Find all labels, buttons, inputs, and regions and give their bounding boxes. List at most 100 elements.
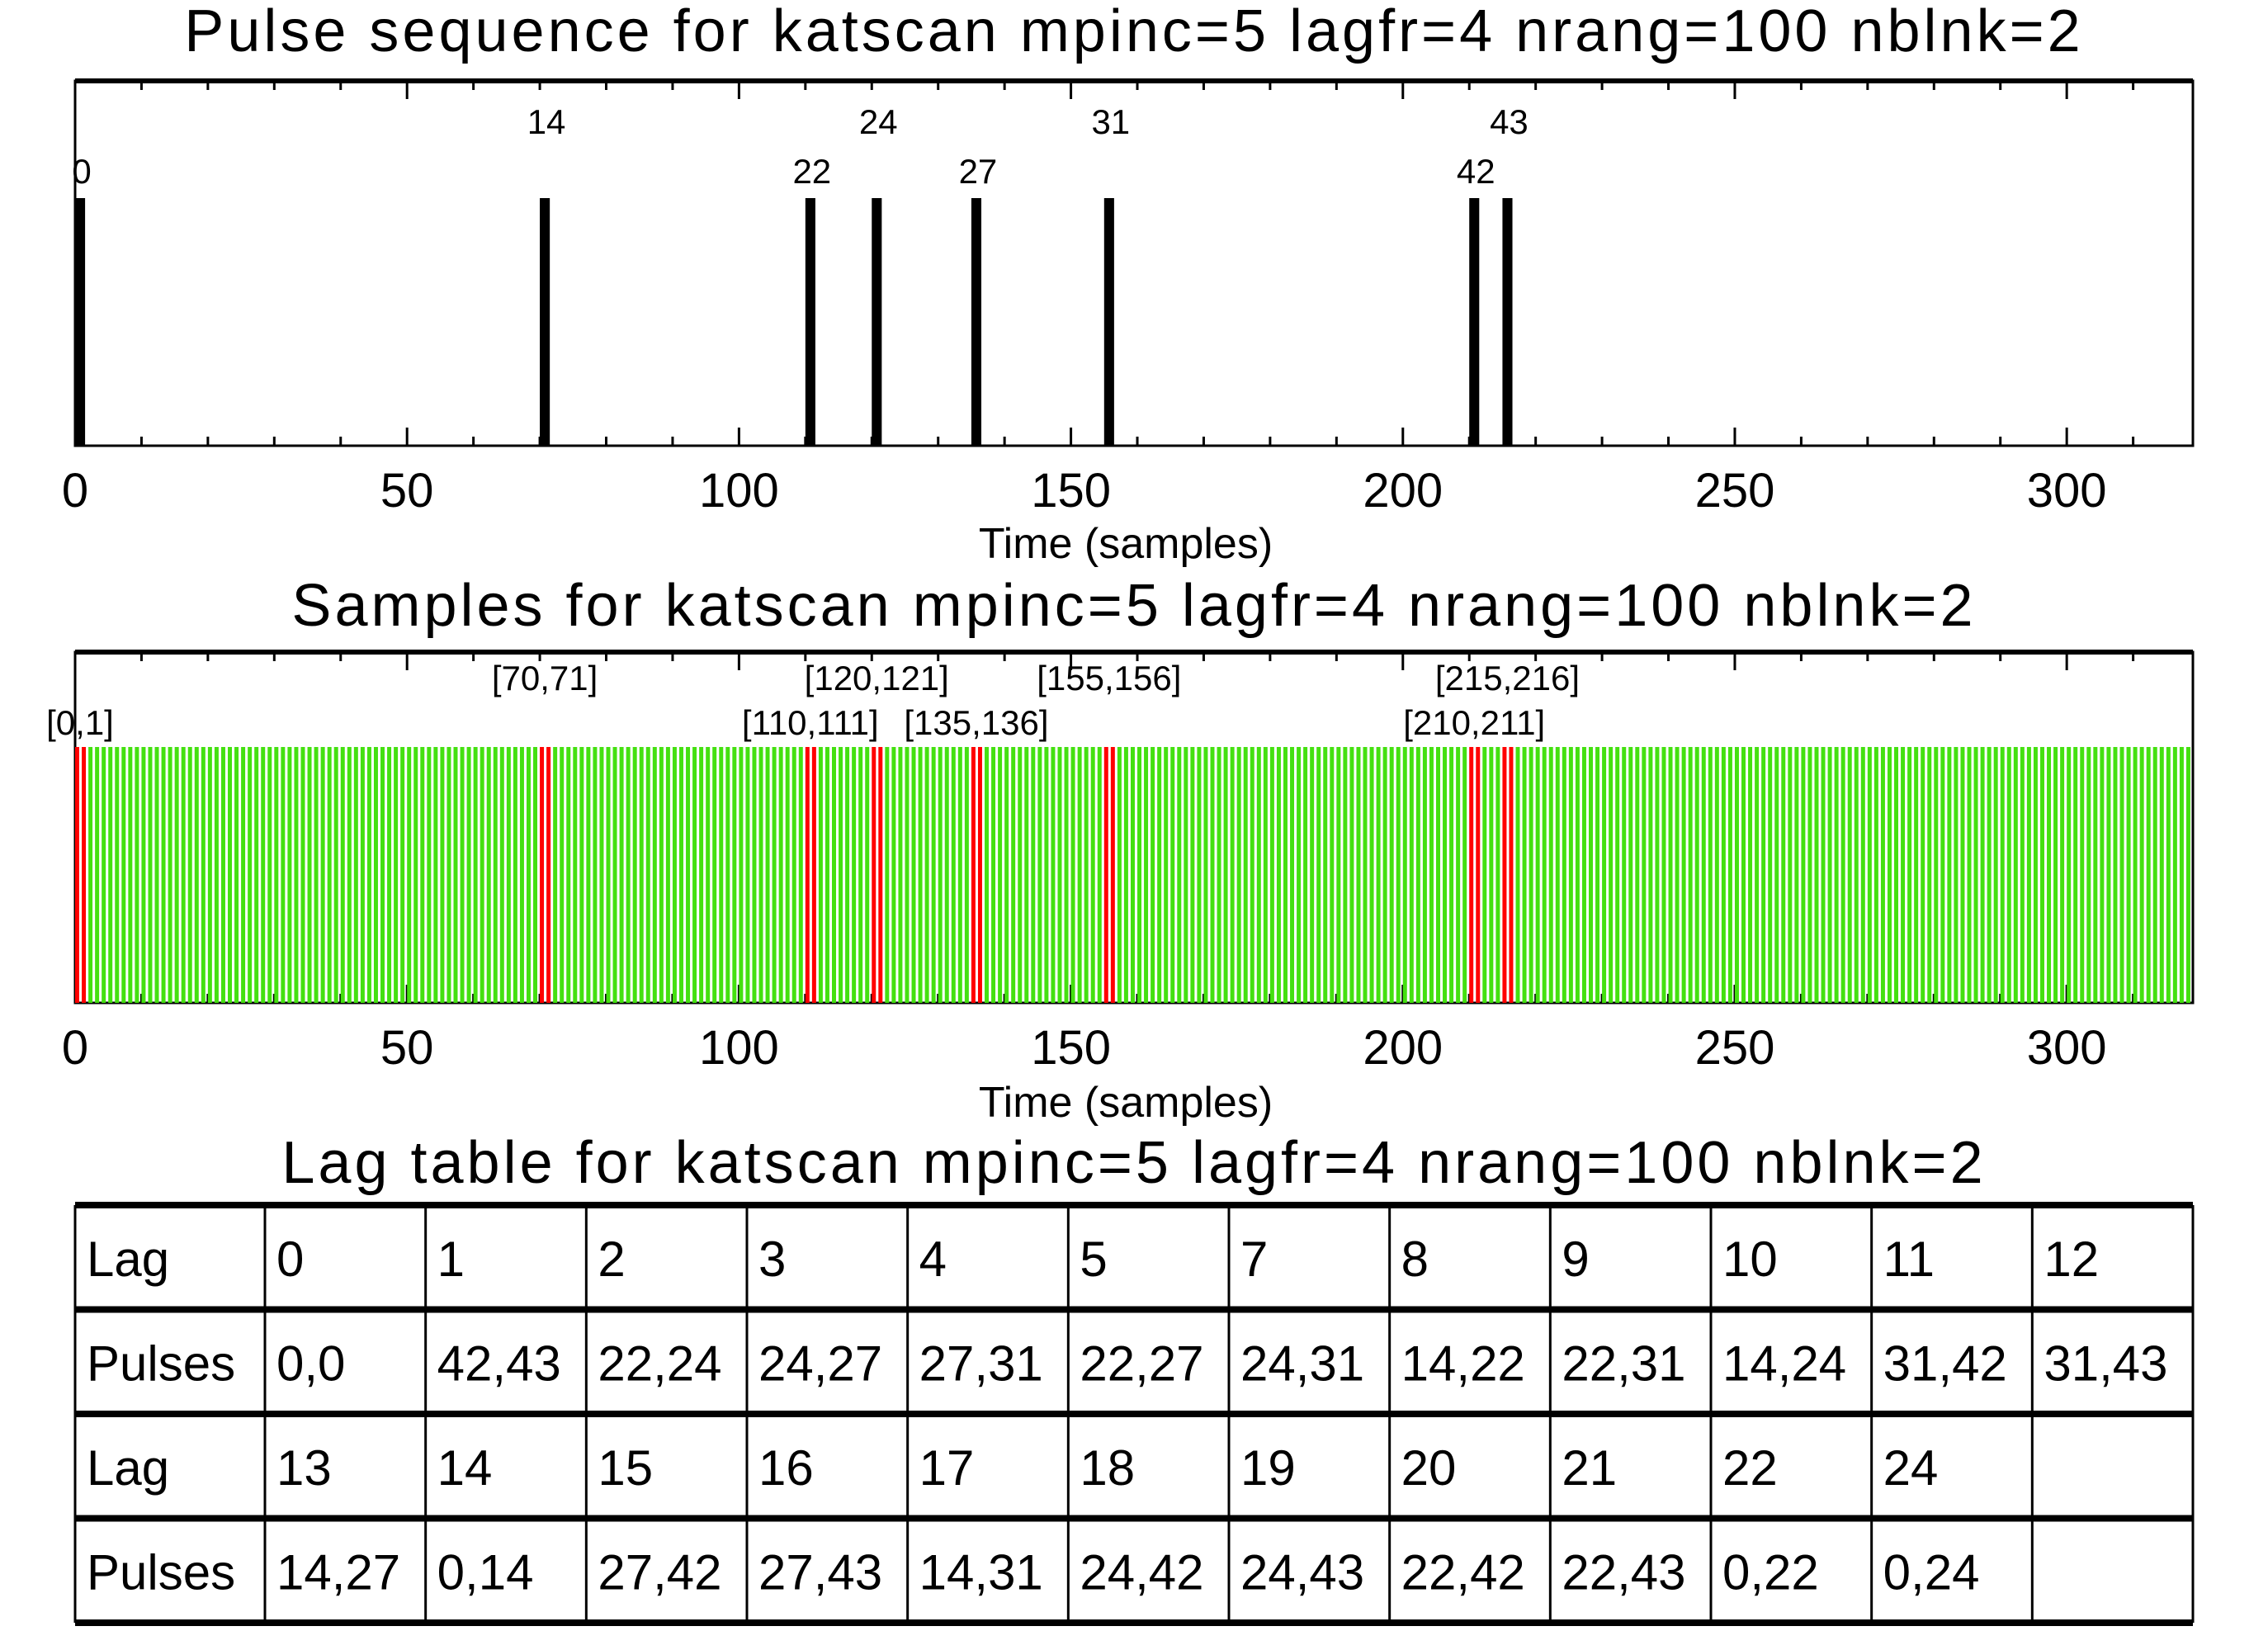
sample-bar [765,747,770,1003]
sample-bar [102,747,106,1003]
sample-bar [1980,747,1985,1003]
blanked-sample [75,747,79,1003]
sample-bar [1164,747,1169,1003]
sample-bar [1581,747,1586,1003]
x-tick-label: 100 [699,464,779,518]
table-cell: 14,27 [276,1545,400,1600]
sample-bar [825,747,829,1003]
samples-chart-xlabel: Time (samples) [979,1079,1273,1127]
lag-table-title: Lag table for katscan mpinc=5 lagfr=4 nr… [281,1130,1986,1196]
pulse-label: 42 [1457,152,1495,191]
table-cell: 0,24 [1883,1545,1980,1600]
x-tick-label: 150 [1031,1021,1111,1075]
sample-bar [1316,747,1321,1003]
sample-bar [1548,747,1553,1003]
sample-bar [2100,747,2105,1003]
sample-bar [1542,747,1547,1003]
sample-bar [645,747,650,1003]
table-cell: 18 [1080,1440,1135,1496]
blanked-sample [805,747,810,1003]
sample-bar [1555,747,1560,1003]
sample-bar [1788,747,1793,1003]
blanked-range-label: [135,136] [904,703,1048,742]
sample-bar [1144,747,1149,1003]
sample-bar [1482,747,1487,1003]
sample-bar [1243,747,1248,1003]
sample-bar [141,747,146,1003]
sample-bar [1203,747,1208,1003]
sample-bar [639,747,644,1003]
sample-bar [460,747,465,1003]
sample-bar [1748,747,1753,1003]
sample-bar [1070,747,1075,1003]
sample-bar [2106,747,2111,1003]
sample-bar [373,747,378,1003]
sample-bar [1462,747,1467,1003]
sample-bar [2133,747,2138,1003]
sample-bar [473,747,478,1003]
sample-bar [1628,747,1633,1003]
sample-bar [254,747,259,1003]
sample-bar [1223,747,1228,1003]
pulse-label: 43 [1490,102,1529,141]
pulse-bar [1469,198,1480,446]
pulse-chart-title: Pulse sequence for katscan mpinc=5 lagfr… [184,0,2083,64]
sample-bar [706,747,711,1003]
table-cell: 14,31 [919,1545,1043,1600]
table-cell: 20 [1401,1440,1457,1496]
sample-bar [413,747,418,1003]
table-cell: 8 [1401,1232,1429,1287]
sample-bar [1031,747,1036,1003]
sample-bar [1794,747,1799,1003]
sample-bar [1256,747,1261,1003]
sample-bar [2126,747,2131,1003]
sample-bar [1217,747,1221,1003]
sample-bar [1236,747,1241,1003]
sample-bar [832,747,836,1003]
sample-bar [1415,747,1420,1003]
sample-bar [573,747,578,1003]
sample-bar [1402,747,1407,1003]
table-cell: 4 [919,1232,947,1287]
sample-bar [241,747,246,1003]
pulse-label: 31 [1091,102,1130,141]
sample-bar [1642,747,1647,1003]
sample-bar [1781,747,1786,1003]
sample-bar [1057,747,1062,1003]
sample-bar [1382,747,1387,1003]
sample-bar [852,747,857,1003]
sample-bar [778,747,783,1003]
sample-bar [938,747,943,1003]
sample-bar [168,747,172,1003]
sample-bar [2006,747,2011,1003]
sample-bar [1363,747,1368,1003]
sample-bar [1741,747,1746,1003]
table-cell: Lag [87,1440,169,1496]
sample-bar [1734,747,1739,1003]
sample-bar [2039,747,2044,1003]
table-cell: 24 [1883,1440,1939,1496]
sample-bar [1694,747,1699,1003]
sample-bar [911,747,916,1003]
sample-bar [732,747,737,1003]
sample-bar [1037,747,1042,1003]
sample-bar [2020,747,2025,1003]
table-cell: 19 [1240,1440,1296,1496]
sample-bar [281,747,286,1003]
sample-bar [944,747,949,1003]
pulse-bar [75,198,86,446]
table-cell: 21 [1562,1440,1617,1496]
table-cell: 0 [276,1232,304,1287]
sample-bar [1123,747,1128,1003]
pulse-label: 0 [72,152,91,191]
sample-bar [533,747,538,1003]
x-tick-label: 50 [380,464,434,518]
sample-bar [2185,747,2190,1003]
sample-bar [1117,747,1122,1003]
sample-bar [918,747,923,1003]
table-cell: 22,42 [1401,1545,1525,1600]
sample-bar [1860,747,1865,1003]
sample-bar [1024,747,1029,1003]
